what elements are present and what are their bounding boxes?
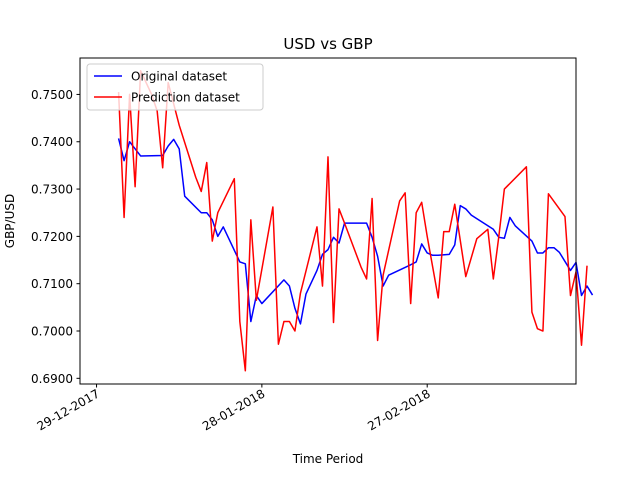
legend-label-1: Original dataset (131, 70, 227, 84)
series-line-2 (117, 70, 588, 372)
y-tick-label: 0.7300 (31, 183, 73, 197)
chart-title: USD vs GBP (283, 35, 372, 53)
plot-frame (79, 57, 577, 385)
series-layer (117, 70, 594, 372)
y-tick-label: 0.7200 (31, 230, 73, 244)
x-axis-label: Time Period (292, 452, 364, 466)
y-tick-label: 0.7000 (31, 325, 73, 339)
y-axis-label: GBP/USD (3, 194, 17, 248)
y-tick-label: 0.7400 (31, 135, 73, 149)
legend-box (86, 63, 264, 111)
legend: Original dataset Prediction dataset (86, 63, 264, 111)
y-tick-label: 0.7100 (31, 277, 73, 291)
series-line-1 (117, 138, 594, 325)
y-tick-label: 0.6900 (31, 372, 73, 386)
y-tick-label: 0.7500 (31, 88, 73, 102)
y-axis: 0.6900 0.7000 0.7100 0.7200 0.7300 0.7400 0.75… (31, 88, 80, 386)
legend-label-2: Prediction dataset (131, 91, 240, 105)
